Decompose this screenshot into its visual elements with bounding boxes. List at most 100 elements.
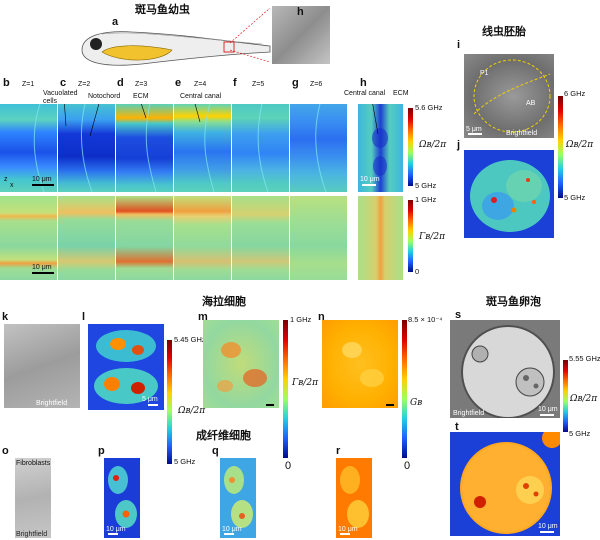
scale-bar-r xyxy=(340,533,350,535)
axis-mark-x: x xyxy=(10,182,14,189)
annotation-p1: P1 xyxy=(480,70,489,77)
worm-brightfield xyxy=(464,54,554,138)
freq-map-z2 xyxy=(58,104,115,192)
panel-label-d: d xyxy=(117,77,124,89)
hela-width-detail xyxy=(217,342,267,392)
freq-map-z6 xyxy=(290,104,347,192)
panel-label-j: j xyxy=(457,139,461,151)
cbar-m-symbol: Γʙ/2π xyxy=(292,378,318,388)
cbar-m-max: 1 GHz xyxy=(290,315,312,324)
hela-width-map xyxy=(203,320,279,408)
cbar-n-symbol: Gʙ xyxy=(410,398,423,408)
annotation-vacuolated-cells: Vacuolated cells xyxy=(43,90,78,105)
panel-label-p: p xyxy=(98,445,105,457)
annotation-central-canal-h: Central canal xyxy=(344,90,386,97)
width-map-z3 xyxy=(116,196,173,280)
cbar-h-width-min: 0 xyxy=(415,267,420,276)
cbar-st-min: 5 GHz xyxy=(569,429,591,438)
larva-brightfield-inset xyxy=(272,6,330,64)
cbar-l-symbol: Ωʙ/2π xyxy=(178,406,206,416)
annotation-central-canal: Central canal xyxy=(180,93,222,100)
width-map-h xyxy=(358,196,403,280)
width-map-z4 xyxy=(174,196,231,280)
scale-text-b-top: 10 μm xyxy=(32,176,52,183)
colorbar-n xyxy=(402,320,407,458)
cbar-st-symbol: Ωʙ/2π xyxy=(570,394,598,404)
cbar-n-max: 8.5 × 10⁻⁴ xyxy=(408,315,443,324)
panel-label-h-top: h xyxy=(297,6,304,18)
freq-map-z3 xyxy=(116,104,173,192)
annotation-ecm-h: ECM xyxy=(393,90,409,97)
worm-outline xyxy=(473,59,551,133)
hela-brightfield xyxy=(4,324,80,408)
annotation-fibroblasts: Fibroblasts xyxy=(16,460,51,467)
z-label-1: Z=1 xyxy=(22,81,35,88)
width-map-z2 xyxy=(58,196,115,280)
fibroblast-width-cells xyxy=(224,466,253,528)
annotation-ab: AB xyxy=(526,100,536,107)
hela-modulus-map xyxy=(322,320,398,408)
heading-hela: 海拉细胞 xyxy=(202,295,246,308)
z-label-4: Z=4 xyxy=(194,81,207,88)
zoom-lines xyxy=(230,7,271,63)
panel-label-r: r xyxy=(336,445,341,457)
heading-zebrafish-egg: 斑马鱼卵泡 xyxy=(486,295,541,308)
brightfield-k: Brightfield xyxy=(36,400,68,407)
axis-mark-z: z xyxy=(4,176,8,183)
colorbar-h-freq xyxy=(408,108,413,186)
panel-label-b: b xyxy=(3,77,10,89)
panel-label-o: o xyxy=(2,445,9,457)
panel-label-k: k xyxy=(2,311,9,323)
freq-map-z1 xyxy=(0,104,57,192)
cbar-l-min: 5 GHz xyxy=(174,457,196,466)
scale-text-s: 10 μm xyxy=(538,406,558,413)
panel-label-c: c xyxy=(60,77,67,89)
cbar-ij-min: 5 GHz xyxy=(564,193,586,202)
scale-text-r: 10 μm xyxy=(338,526,358,533)
colorbar-m xyxy=(283,320,288,458)
cbar-st-max: 5.55 GHz xyxy=(569,354,600,363)
scale-bar-p xyxy=(108,533,118,535)
scale-bar-t xyxy=(540,531,554,533)
cbar-h-freq-symbol: Ωʙ/2π xyxy=(419,140,447,150)
scale-text-i: 5 μm xyxy=(466,126,482,133)
panel-label-a: a xyxy=(112,16,119,28)
cbar-ij-symbol: Ωʙ/2π xyxy=(566,140,594,150)
cbar-h-width-symbol: Γʙ/2π xyxy=(419,232,445,242)
hela-freq-cells xyxy=(94,330,158,404)
panel-label-g: g xyxy=(292,77,299,89)
annotation-ecm: ECM xyxy=(133,93,149,100)
annotation-notochord: Notochord xyxy=(88,93,121,100)
scale-text-h-top: 10 μm xyxy=(360,176,380,183)
panel-label-s: s xyxy=(455,309,462,321)
scale-text-l: 5 μm xyxy=(142,396,158,403)
egg-freq-detail xyxy=(460,432,560,534)
brightfield-s: Brightfield xyxy=(453,410,485,417)
cbar-h-freq-max: 5.6 GHz xyxy=(415,103,443,112)
freq-map-z5 xyxy=(232,104,289,192)
freq-map-overlay xyxy=(33,104,388,192)
scale-bar-s xyxy=(540,414,554,416)
fibroblast-brightfield xyxy=(15,458,51,538)
scale-bar-q xyxy=(224,533,234,535)
scale-bar-i xyxy=(468,133,482,135)
worm-freq-detail xyxy=(470,160,550,232)
cbar-l-max: 5.45 GHz xyxy=(174,335,206,344)
z-label-3: Z=3 xyxy=(135,81,148,88)
panel-label-i: i xyxy=(457,39,461,51)
panel-label-f: f xyxy=(233,77,237,89)
colorbar-l xyxy=(167,340,172,464)
freq-map-h xyxy=(358,104,403,192)
width-map-z5 xyxy=(232,196,289,280)
heading-worm-embryo: 线虫胚胎 xyxy=(482,25,526,38)
panel-label-h: h xyxy=(360,77,367,89)
larva-illustration xyxy=(81,31,271,66)
panel-label-t: t xyxy=(455,421,459,433)
panel-label-n: n xyxy=(318,311,325,323)
cbar-h-freq-min: 5 GHz xyxy=(415,181,437,190)
scale-bar-l xyxy=(148,404,158,406)
z-label-6: Z=6 xyxy=(310,81,323,88)
freq-map-z4 xyxy=(174,104,231,192)
panel-label-m: m xyxy=(198,311,208,323)
scale-bar-m xyxy=(266,404,274,406)
